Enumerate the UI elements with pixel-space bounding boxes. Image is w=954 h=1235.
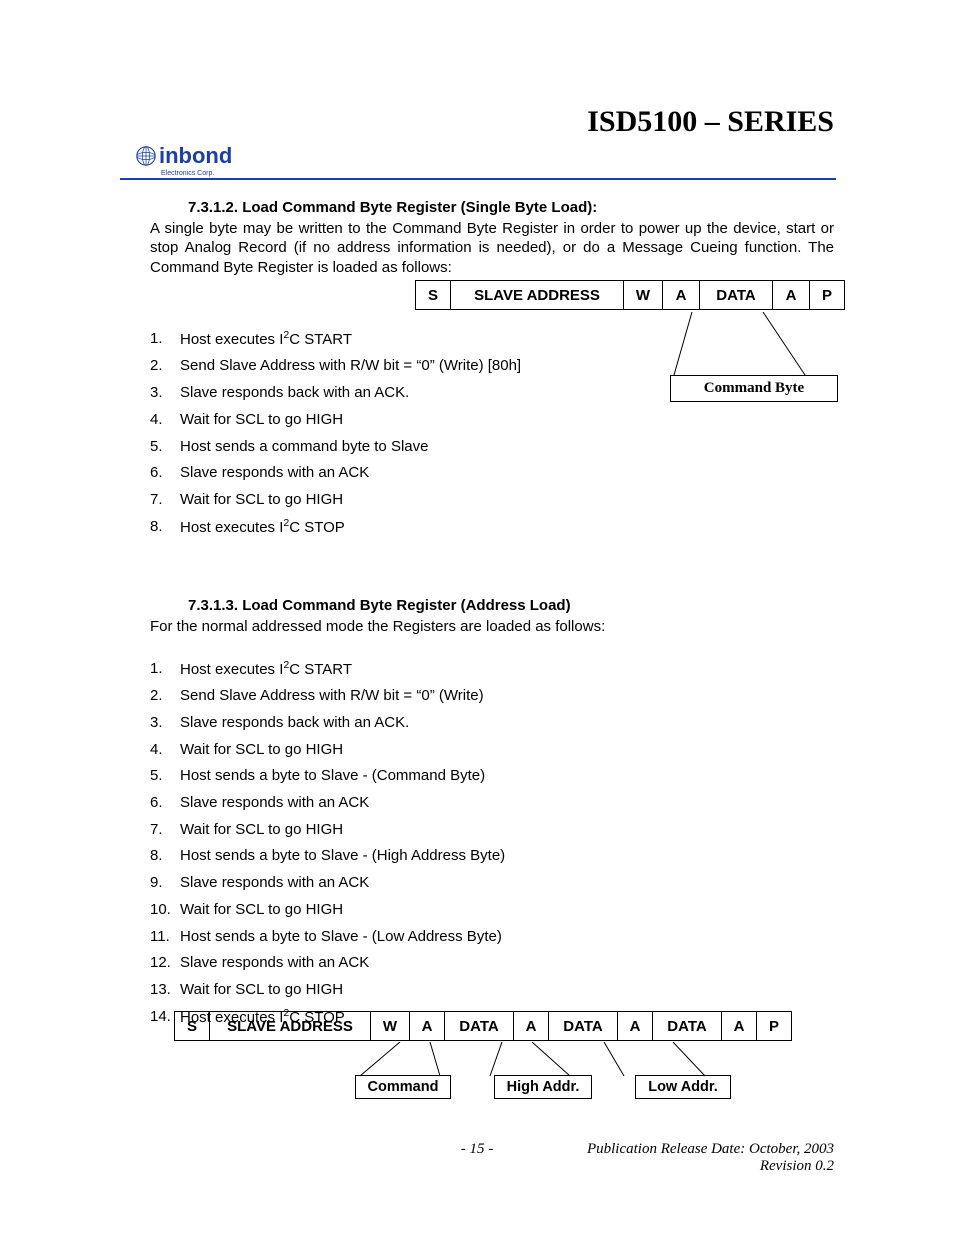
s2-step6: Slave responds with an ACK — [180, 794, 369, 811]
section2-steps: 1.Host executes I2C START 2.Send Slave A… — [150, 659, 834, 1027]
section1-body: A single byte may be written to the Comm… — [150, 219, 834, 277]
revision: Revision 0.2 — [120, 1158, 834, 1175]
callout-high-addr: High Addr. — [494, 1075, 592, 1099]
logo-text: inbond — [159, 145, 232, 167]
seq1-A1: A — [663, 281, 700, 310]
callout-row-2: Command High Addr. Low Addr. — [355, 1075, 731, 1099]
seq1-A2: A — [773, 281, 810, 310]
header-rule — [120, 178, 836, 180]
s2-step3: Slave responds back with an ACK. — [180, 714, 409, 731]
s1-step3: Slave responds back with an ACK. — [180, 384, 409, 401]
s2-step4: Wait for SCL to go HIGH — [180, 741, 343, 758]
s1-step7: Wait for SCL to go HIGH — [180, 491, 343, 508]
seq2-slave: SLAVE ADDRESS — [210, 1012, 371, 1041]
section-heading-7312: 7.3.1.2. Load Command Byte Register (Sin… — [188, 198, 834, 217]
s2-step13: Wait for SCL to go HIGH — [180, 981, 343, 998]
seq2-S: S — [175, 1012, 210, 1041]
logo: inbond Electronics Corp. — [135, 145, 835, 177]
callout-command: Command — [355, 1075, 451, 1099]
callout-command-byte: Command Byte — [670, 375, 838, 402]
seq2-A3: A — [618, 1012, 653, 1041]
page: ISD5100 – SERIES inbond Electronics Corp… — [0, 0, 954, 1235]
s2-step8: Host sends a byte to Slave - (High Addre… — [180, 847, 505, 864]
s2-step7: Wait for SCL to go HIGH — [180, 821, 343, 838]
seq1-S: S — [416, 281, 451, 310]
seq2-P: P — [757, 1012, 792, 1041]
s2-step12: Slave responds with an ACK — [180, 954, 369, 971]
seq1-slave: SLAVE ADDRESS — [451, 281, 624, 310]
seq1-data: DATA — [700, 281, 773, 310]
section2-body: For the normal addressed mode the Regist… — [150, 617, 834, 636]
s1-step4: Wait for SCL to go HIGH — [180, 411, 343, 428]
s1-step2: Send Slave Address with R/W bit = “0” (W… — [180, 357, 521, 374]
globe-icon — [135, 145, 157, 167]
callout1-connector — [660, 312, 840, 376]
callout2-connectors — [350, 1042, 770, 1077]
s1-step1: Host executes I2C START — [180, 331, 352, 348]
seq1-W: W — [624, 281, 663, 310]
s1-step6: Slave responds with an ACK — [180, 464, 369, 481]
s2-step11: Host sends a byte to Slave - (Low Addres… — [180, 928, 502, 945]
s2-step5: Host sends a byte to Slave - (Command By… — [180, 767, 485, 784]
seq2-d1: DATA — [445, 1012, 514, 1041]
s1-step5: Host sends a command byte to Slave — [180, 438, 428, 455]
callout-low-addr: Low Addr. — [635, 1075, 731, 1099]
s2-step9: Slave responds with an ACK — [180, 874, 369, 891]
logo-subtitle: Electronics Corp. — [161, 170, 835, 177]
sequence-table-2: S SLAVE ADDRESS W A DATA A DATA A DATA A… — [174, 1011, 792, 1041]
seq2-A1: A — [410, 1012, 445, 1041]
s1-step8: Host executes I2C STOP — [180, 519, 345, 536]
s2-step2: Send Slave Address with R/W bit = “0” (W… — [180, 687, 484, 704]
s2-step1: Host executes I2C START — [180, 661, 352, 678]
seq2-d3: DATA — [653, 1012, 722, 1041]
seq2-d2: DATA — [549, 1012, 618, 1041]
seq1-P: P — [810, 281, 845, 310]
seq2-A4: A — [722, 1012, 757, 1041]
seq2-W: W — [371, 1012, 410, 1041]
section-heading-7313: 7.3.1.3. Load Command Byte Register (Add… — [188, 596, 834, 615]
s2-step10: Wait for SCL to go HIGH — [180, 901, 343, 918]
footer: - 15 - Publication Release Date: October… — [120, 1141, 834, 1175]
doc-title: ISD5100 – SERIES — [587, 105, 834, 139]
sequence-table-1: S SLAVE ADDRESS W A DATA A P — [415, 280, 845, 310]
seq2-A2: A — [514, 1012, 549, 1041]
page-number: - 15 - — [120, 1141, 834, 1158]
